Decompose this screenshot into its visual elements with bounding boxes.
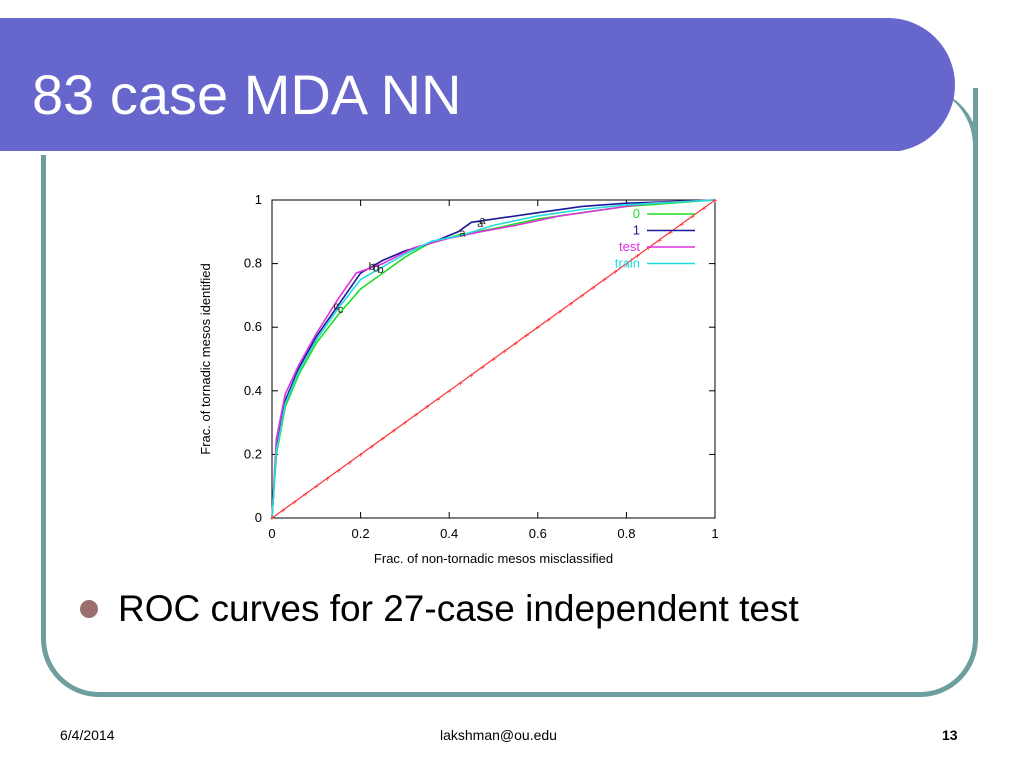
- x-tick-label: 0.6: [529, 526, 547, 541]
- frame-right-edge: [880, 88, 978, 208]
- bullet-text: ROC curves for 27-case independent test: [118, 588, 799, 629]
- diagonal-point-marker: +: [425, 403, 430, 412]
- diagonal-point-marker: +: [336, 466, 341, 475]
- diagonal-point-marker: +: [458, 379, 463, 388]
- legend-label-1: 1: [633, 223, 640, 238]
- x-axis-label: Frac. of non-tornadic mesos misclassifie…: [374, 551, 613, 566]
- point-annotation: b: [369, 261, 375, 273]
- diagonal-point-marker: +: [691, 212, 696, 221]
- plot-frame: [271, 199, 716, 519]
- legend-label-0: 0: [633, 206, 640, 221]
- diagonal-point-marker: +: [403, 419, 408, 428]
- page-number: 13: [942, 727, 958, 743]
- roc-chart-svg: 0 0.2 0.4 0.6 0.8 1 0 0.2 0.4 0.6 0.8 1 Frac. of non…: [198, 192, 719, 566]
- point-annotation: a: [477, 218, 484, 230]
- footer-date: 6/4/2014: [60, 727, 115, 743]
- diagonal-point-marker: +: [391, 427, 396, 436]
- x-tick-label: 1: [711, 526, 718, 541]
- x-tick-label: 0.2: [352, 526, 370, 541]
- diagonal-point-marker: +: [325, 474, 330, 483]
- diagonal-point-marker: +: [524, 331, 529, 340]
- y-tick-label: 0.2: [244, 446, 262, 461]
- diagonal-point-marker: +: [303, 490, 308, 499]
- diagonal-point-marker: +: [657, 236, 662, 245]
- y-tick-label: 0.8: [244, 256, 262, 271]
- diagonal-point-marker: +: [414, 411, 419, 420]
- diagonal-point-marker: +: [558, 307, 563, 316]
- diagonal-point-marker: +: [513, 339, 518, 348]
- point-annotation: a: [479, 215, 486, 227]
- x-tick-label: 0: [268, 526, 275, 541]
- diagonal-point-marker: +: [713, 196, 718, 205]
- diagonal-point-marker: +: [502, 347, 507, 356]
- diagonal-point-marker: +: [292, 498, 297, 507]
- diagonal-point-marker: +: [535, 323, 540, 332]
- footer-email: lakshman@ou.edu: [440, 727, 557, 743]
- legend-label-train: train: [615, 256, 640, 271]
- diagonal-point-marker: +: [646, 244, 651, 253]
- roc-chart: 0 0.2 0.4 0.6 0.8 1 0 0.2 0.4 0.6 0.8 1 Frac. of non…: [190, 180, 730, 575]
- series-line-diagonal: [271, 199, 716, 519]
- diagonal-point-marker: +: [613, 268, 618, 277]
- point-annotation: a: [459, 228, 466, 240]
- diagonal-point-marker: +: [447, 387, 452, 396]
- point-annotation: c: [333, 301, 339, 313]
- y-tick-label: 0.6: [244, 319, 262, 334]
- diagonal-point-marker: +: [480, 363, 485, 372]
- diagonal-point-marker: +: [491, 355, 496, 364]
- diagonal-point-marker: +: [702, 204, 707, 213]
- series-line-train: [271, 199, 716, 519]
- diagonal-point-marker: +: [270, 514, 275, 523]
- series-line-test: [271, 199, 716, 519]
- diagonal-point-marker: +: [580, 291, 585, 300]
- bullet-dot-icon: [80, 600, 98, 618]
- diagonal-point-marker: +: [436, 395, 441, 404]
- point-annotation: b: [377, 264, 383, 276]
- y-axis-label: Frac. of tornadic mesos identified: [198, 263, 213, 454]
- title-underline: [0, 151, 905, 155]
- diagonal-point-marker: +: [281, 506, 286, 515]
- diagonal-point-marker: +: [347, 458, 352, 467]
- diagonal-point-marker: +: [602, 276, 607, 285]
- series-line-1: [271, 199, 716, 519]
- diagonal-point-marker: +: [547, 315, 552, 324]
- x-tick-label: 0.4: [440, 526, 458, 541]
- diagonal-point-marker: +: [369, 442, 374, 451]
- y-tick-label: 0.4: [244, 383, 262, 398]
- diagonal-point-marker: +: [668, 228, 673, 237]
- diagonal-point-marker: +: [314, 482, 319, 491]
- diagonal-point-marker: +: [635, 252, 640, 261]
- diagonal-point-marker: +: [569, 299, 574, 308]
- bullet-row: ROC curves for 27-case independent test: [80, 588, 799, 630]
- diagonal-point-marker: +: [358, 450, 363, 459]
- diagonal-point-marker: +: [591, 283, 596, 292]
- diagonal-point-marker: +: [469, 371, 474, 380]
- x-tick-label: 0.8: [617, 526, 635, 541]
- point-annotation: c: [338, 304, 344, 316]
- slide-title: 83 case MDA NN: [32, 63, 462, 126]
- content-frame: [41, 88, 978, 697]
- diagonal-point-marker: +: [679, 220, 684, 229]
- point-annotation: b: [373, 263, 379, 275]
- diagonal-point-marker: +: [380, 435, 385, 444]
- diagonal-point-marker: +: [624, 260, 629, 269]
- legend-label-test: test: [619, 239, 640, 254]
- y-tick-label: 0: [255, 510, 262, 525]
- title-bar: 83 case MDA NN: [0, 18, 955, 155]
- y-tick-label: 1: [255, 192, 262, 207]
